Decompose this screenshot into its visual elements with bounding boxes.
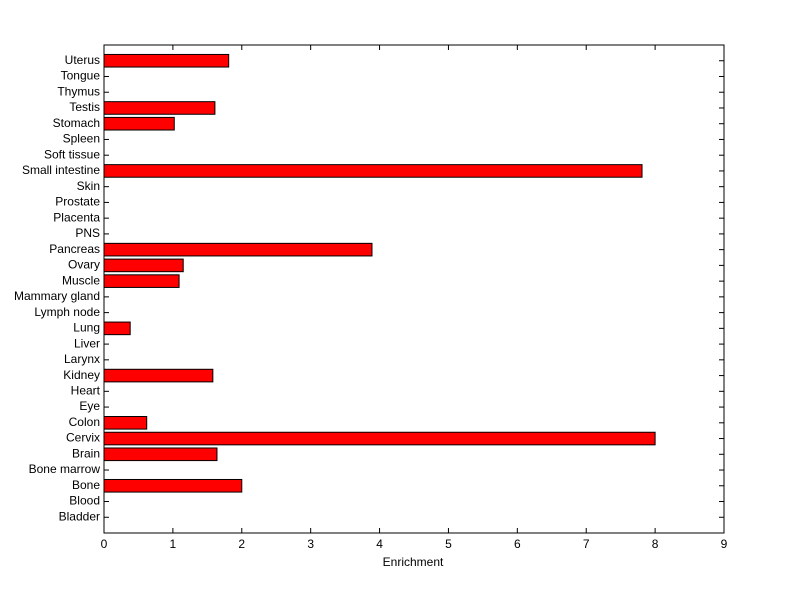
y-tick-label: Bladder: [59, 509, 100, 523]
y-tick-label: Liver: [74, 336, 100, 350]
y-tick-label: Lung: [73, 321, 100, 335]
x-tick-label: 5: [445, 537, 452, 551]
x-tick-label: 2: [238, 537, 245, 551]
x-tick-label: 1: [170, 537, 177, 551]
y-tick-label: Eye: [79, 399, 100, 413]
bar: [103, 101, 216, 115]
y-tick-label: Colon: [69, 415, 100, 429]
x-tick-label: 6: [514, 537, 521, 551]
y-tick-label: Larynx: [64, 352, 100, 366]
bar: [103, 258, 184, 273]
y-tick-label: Soft tissue: [44, 147, 100, 161]
y-tick-label: Muscle: [62, 273, 100, 287]
x-tick-label: 9: [721, 537, 728, 551]
y-tick-label: Spleen: [63, 132, 100, 146]
bar: [103, 242, 373, 257]
y-tick-label: Brain: [72, 446, 100, 460]
y-tick-label: Lymph node: [34, 305, 100, 319]
x-tick-label: 3: [307, 537, 314, 551]
y-tick-label: Mammary gland: [14, 289, 100, 303]
bar: [103, 478, 243, 493]
y-tick-label: Pancreas: [49, 242, 100, 256]
y-tick-label: Ovary: [68, 258, 100, 272]
bar: [103, 53, 230, 68]
x-tick-label: 0: [101, 537, 108, 551]
x-tick-label: 8: [652, 537, 659, 551]
y-tick-label: Small intestine: [22, 163, 100, 177]
bar: [103, 164, 643, 178]
bar: [103, 368, 214, 383]
bar: [103, 274, 180, 288]
y-tick-label: Uterus: [65, 53, 100, 67]
bar: [103, 416, 148, 430]
plot-frame: [103, 44, 725, 534]
y-tick-label: Bone marrow: [29, 462, 101, 476]
bar: [103, 321, 131, 336]
x-axis-label: Enrichment: [383, 555, 444, 569]
y-tick-label: Tongue: [61, 69, 101, 83]
x-tick-label: 7: [583, 537, 590, 551]
y-tick-label: Placenta: [53, 210, 100, 224]
y-tick-label: Stomach: [53, 116, 100, 130]
bar: [103, 447, 218, 462]
y-tick-label: Skin: [77, 179, 100, 193]
bar: [103, 431, 656, 446]
y-tick-label: Heart: [71, 383, 101, 397]
y-tick-label: Testis: [69, 100, 100, 114]
x-tick-label: 4: [376, 537, 383, 551]
y-tick-label: Thymus: [57, 84, 100, 98]
y-tick-label: Kidney: [63, 368, 100, 382]
y-tick-label: PNS: [75, 226, 100, 240]
y-tick-label: Bone: [72, 478, 100, 492]
y-tick-label: Blood: [69, 494, 100, 508]
y-tick-label: Prostate: [55, 195, 100, 209]
y-tick-label: Cervix: [66, 431, 100, 445]
bar: [103, 116, 175, 131]
